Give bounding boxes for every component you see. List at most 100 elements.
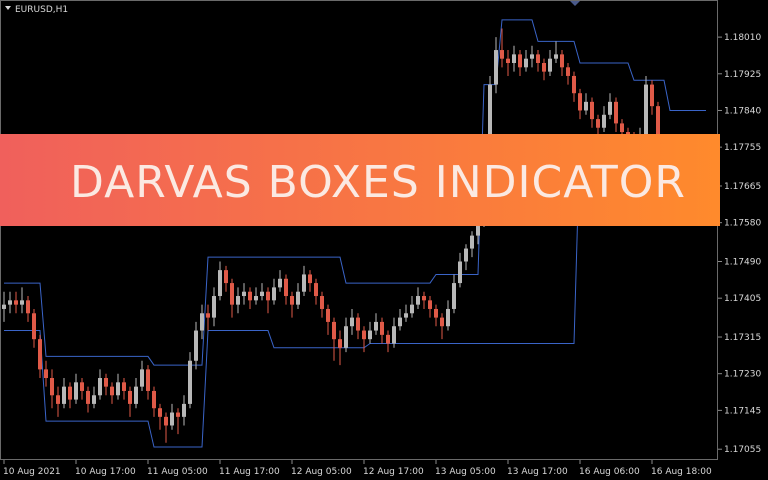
candle-body: [512, 54, 516, 64]
candle-body: [92, 395, 96, 404]
candle-body: [302, 274, 306, 292]
candle-body: [98, 378, 102, 396]
candle-body: [296, 291, 300, 305]
x-tick-label: 13 Aug 05:00: [435, 467, 496, 477]
candle-body: [290, 296, 294, 305]
candle-body: [314, 283, 318, 297]
candle-body: [176, 412, 180, 417]
candle-body: [242, 291, 246, 297]
candle-body: [200, 313, 204, 331]
candle-body: [536, 54, 540, 64]
plot: 1.18010 1.17925 1.17840 1.17755 1.17665 1.175…: [2, 19, 761, 477]
candle-body: [584, 101, 588, 111]
candle-body: [464, 248, 468, 262]
candle-body: [128, 390, 132, 404]
candle-body: [560, 54, 564, 68]
candle-body: [56, 395, 60, 404]
y-tick-label: 1.17490: [724, 258, 761, 268]
candle-body: [620, 123, 624, 133]
candle-body: [608, 101, 612, 115]
candle-body: [182, 403, 186, 417]
candle-body: [434, 308, 438, 318]
candle-body: [452, 283, 456, 309]
candle-body: [140, 369, 144, 387]
plot-frame: [0, 0, 718, 460]
candle-body: [428, 300, 432, 309]
candle-body: [158, 408, 162, 417]
y-tick-label: 1.17665: [724, 182, 761, 192]
candle-body: [260, 291, 264, 297]
x-tick-label: 12 Aug 05:00: [291, 467, 352, 477]
candle-body: [380, 321, 384, 335]
candle-body: [122, 382, 126, 391]
candle-body: [152, 390, 156, 409]
x-tick-label: 12 Aug 17:00: [363, 467, 424, 477]
x-tick-label: 16 Aug 06:00: [579, 467, 640, 477]
candle-body: [542, 63, 546, 72]
candle-body: [50, 378, 54, 396]
candle-body: [392, 326, 396, 344]
candle-body: [134, 386, 138, 404]
x-tick-label: 10 Aug 2021: [3, 467, 61, 477]
candle-body: [488, 84, 492, 180]
candle-body: [650, 84, 654, 107]
candle-body: [80, 382, 84, 391]
y-tick-label: 1.18010: [724, 33, 761, 43]
candle-body: [458, 261, 462, 284]
candle-body: [548, 58, 552, 72]
candle-body: [212, 296, 216, 318]
y-tick-label: 1.17145: [724, 406, 761, 416]
candle-body: [470, 235, 474, 249]
candle-body: [410, 304, 414, 314]
candle-body: [572, 75, 576, 94]
candle-body: [44, 369, 48, 379]
candle-body: [86, 390, 90, 404]
candle-body: [554, 54, 558, 59]
candle-body: [446, 308, 450, 327]
candle-body: [38, 339, 42, 370]
candle-body: [164, 416, 168, 426]
candle-body: [8, 300, 12, 305]
candle-body: [170, 412, 174, 426]
box-line: [4, 19, 706, 366]
banner-text: DARVAS BOXES INDICATOR: [70, 157, 686, 208]
candle-body: [146, 369, 150, 391]
candle-body: [326, 308, 330, 322]
candle-body: [524, 58, 528, 68]
candle-body: [440, 317, 444, 327]
candle-body: [26, 300, 30, 314]
banner: DARVAS BOXES INDICATOR: [0, 134, 720, 226]
candle-body: [206, 313, 210, 318]
candle-body: [68, 386, 72, 400]
candle-body: [566, 67, 570, 76]
candle-body: [194, 330, 198, 361]
candle-body: [32, 313, 36, 340]
shift-marker: [570, 1, 580, 6]
candle-body: [602, 114, 606, 128]
y-tick-label: 1.17055: [724, 445, 761, 455]
candle-body: [338, 339, 342, 348]
candle-body: [62, 386, 66, 404]
candle-body: [272, 287, 276, 301]
candle-body: [518, 54, 522, 68]
candle-body: [74, 382, 78, 400]
candle-body: [110, 386, 114, 396]
x-tick-label: 11 Aug 05:00: [147, 467, 208, 477]
y-tick-label: 1.17925: [724, 70, 761, 80]
candle-body: [644, 84, 648, 137]
candle-body: [350, 317, 354, 327]
x-tick-label: 11 Aug 17:00: [219, 467, 280, 477]
candle-body: [416, 296, 420, 305]
candle-body: [506, 58, 510, 64]
x-tick-label: 10 Aug 17:00: [75, 467, 136, 477]
candle-body: [224, 270, 228, 284]
candle-body: [308, 274, 312, 284]
candle-body: [398, 317, 402, 327]
candle-body: [248, 291, 252, 301]
candle-body: [104, 378, 108, 387]
y-tick-label: 1.17230: [724, 370, 761, 380]
candle-body: [362, 330, 366, 340]
candle-body: [278, 278, 282, 288]
